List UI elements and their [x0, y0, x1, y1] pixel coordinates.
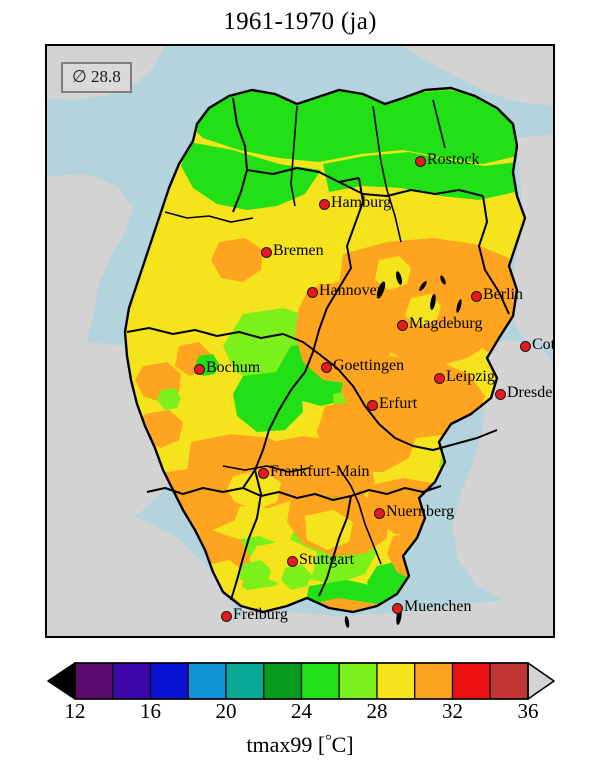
- city-dot: [194, 364, 205, 375]
- map-panel[interactable]: ∅ 28.8 Rostock Hamburg Bremen Hannover B…: [45, 44, 555, 638]
- colorbar-label-suffix: C]: [331, 732, 354, 757]
- city-dot: [261, 247, 272, 258]
- city-dot: [319, 199, 330, 210]
- city-dot: [434, 373, 445, 384]
- colorbar-tick-label: 16: [140, 699, 161, 723]
- map-raster: [47, 46, 553, 636]
- city-label: Hamburg: [331, 194, 392, 211]
- city-dot: [397, 320, 408, 331]
- colorbar[interactable]: 12 16 20 24 28 32 36 tmax99 [°C]: [0, 655, 600, 780]
- colorbar-segment: [225, 662, 265, 700]
- colorbar-swatches[interactable]: [0, 655, 600, 715]
- city-label: Hannover: [319, 282, 383, 299]
- colorbar-segment: [263, 662, 303, 700]
- colorbar-segment: [451, 662, 491, 700]
- city-label: Cottbus: [532, 336, 555, 353]
- city-label: Frankfurt-Main: [270, 463, 370, 480]
- colorbar-label-prefix: tmax99 [: [246, 732, 326, 757]
- colorbar-segment: [338, 662, 378, 700]
- colorbar-segment: [149, 662, 189, 700]
- city-dot: [221, 611, 232, 622]
- colorbar-tick-label: 28: [366, 699, 388, 723]
- city-dot: [258, 468, 269, 479]
- city-label: Nuernberg: [386, 503, 455, 520]
- city-dot: [520, 341, 531, 352]
- colorbar-segment: [74, 662, 114, 700]
- city-label: Goettingen: [333, 357, 405, 374]
- degree-icon: °: [325, 732, 332, 750]
- page-title: 1961-1970 (ja): [223, 8, 377, 35]
- city-dot: [471, 291, 482, 302]
- colorbar-tick-label: 32: [442, 699, 463, 723]
- city-label: Freiburg: [233, 606, 288, 623]
- city-dot: [374, 508, 385, 519]
- colorbar-segment: [112, 662, 152, 700]
- city-label: Leipzig: [446, 368, 495, 385]
- colorbar-segment: [414, 662, 454, 700]
- colorbar-segment: [187, 662, 227, 700]
- colorbar-over-arrow: [527, 662, 555, 700]
- city-label: Muenchen: [404, 598, 472, 615]
- colorbar-tick-label: 20: [215, 699, 237, 723]
- city-label: Rostock: [427, 151, 480, 168]
- city-dot: [495, 389, 506, 400]
- colorbar-under-arrow: [47, 662, 76, 700]
- city-label: Berlin: [483, 286, 523, 303]
- colorbar-segment: [376, 662, 416, 700]
- city-dot: [367, 400, 378, 411]
- city-label: Stuttgart: [299, 551, 355, 568]
- city-dot: [392, 603, 403, 614]
- colorbar-tick-label: 12: [64, 699, 86, 723]
- city-label: Erfurt: [379, 395, 418, 412]
- city-dot: [287, 556, 298, 567]
- colorbar-axis-label: tmax99 [°C]: [0, 732, 600, 758]
- colorbar-segment: [300, 662, 340, 700]
- colorbar-tick-label: 36: [517, 699, 539, 723]
- city-label: Magdeburg: [409, 315, 483, 332]
- city-dot: [321, 362, 332, 373]
- colorbar-tick-labels: 12 16 20 24 28 32 36: [0, 701, 600, 731]
- status-badge: ∅ 28.8: [61, 62, 132, 93]
- colorbar-segment: [489, 662, 529, 700]
- city-label: Dresden: [507, 384, 555, 401]
- city-label: Bremen: [273, 242, 324, 259]
- colorbar-tick-label: 24: [291, 699, 312, 723]
- city-dot: [415, 156, 426, 167]
- city-dot: [307, 287, 318, 298]
- city-label: Bochum: [206, 359, 261, 376]
